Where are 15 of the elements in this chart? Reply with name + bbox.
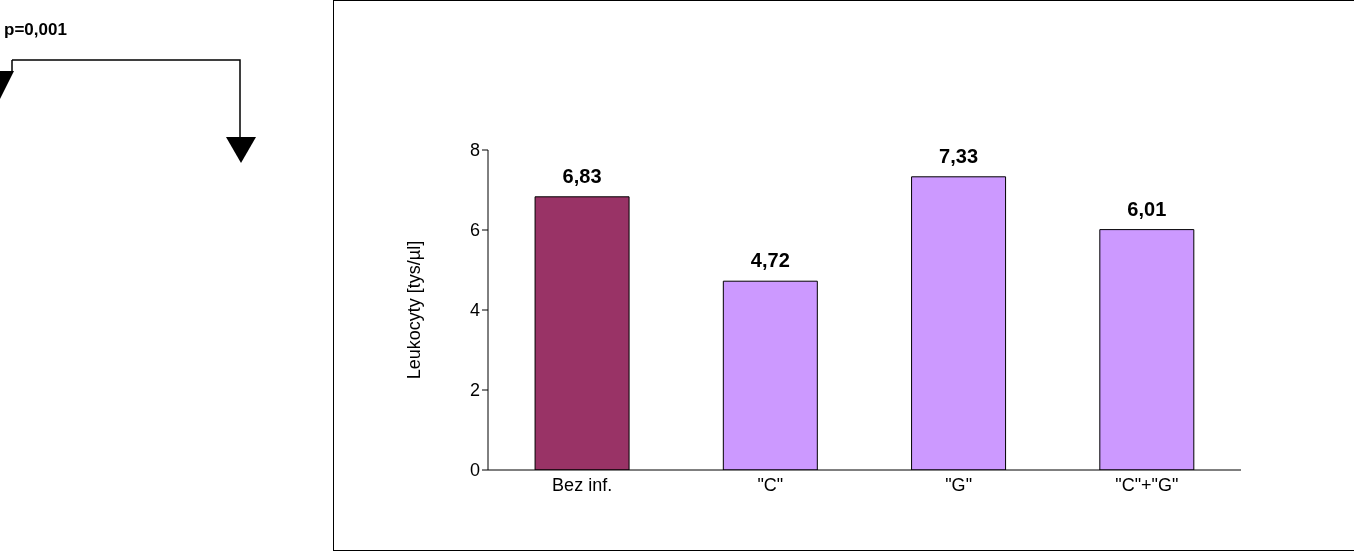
x-tick-label: Bez inf.: [552, 474, 613, 495]
data-label: 4,72: [750, 249, 790, 272]
data-label: 7,33: [939, 144, 979, 167]
y-tick-label: 6: [469, 220, 480, 241]
y-tick-label: 0: [469, 460, 480, 481]
x-tick-label: "C": [757, 474, 784, 495]
data-label: 6,01: [1127, 197, 1167, 220]
y-tick-label: 8: [469, 140, 480, 161]
y-tick-label: 4: [469, 300, 480, 321]
y-tick-label: 2: [469, 380, 480, 401]
x-tick-label: "C"+"G": [1115, 474, 1179, 495]
data-label: 6,83: [562, 164, 602, 187]
text: p=0,001: [4, 20, 67, 40]
x-tick-label: "G": [945, 474, 973, 495]
y-axis-title: Leukocyty [tys/µl]: [404, 240, 425, 380]
